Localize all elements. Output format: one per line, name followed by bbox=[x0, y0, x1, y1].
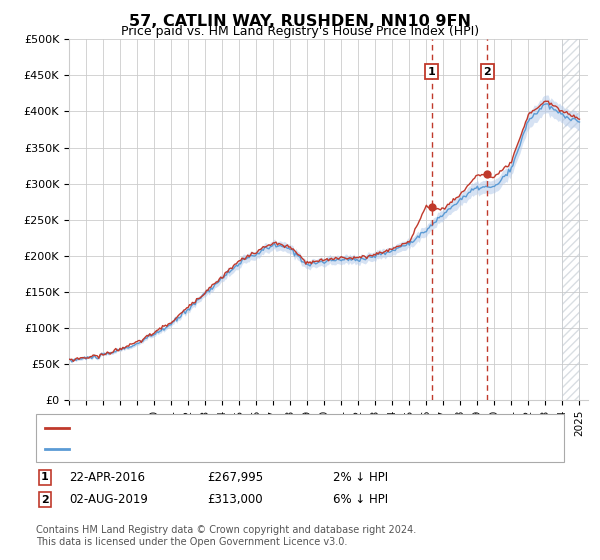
Text: Contains HM Land Registry data © Crown copyright and database right 2024.
This d: Contains HM Land Registry data © Crown c… bbox=[36, 525, 416, 547]
Text: 2% ↓ HPI: 2% ↓ HPI bbox=[333, 470, 388, 484]
Text: 02-AUG-2019: 02-AUG-2019 bbox=[69, 493, 148, 506]
Text: Price paid vs. HM Land Registry's House Price Index (HPI): Price paid vs. HM Land Registry's House … bbox=[121, 25, 479, 38]
Text: £313,000: £313,000 bbox=[207, 493, 263, 506]
Text: 57, CATLIN WAY, RUSHDEN, NN10 9FN: 57, CATLIN WAY, RUSHDEN, NN10 9FN bbox=[129, 14, 471, 29]
Text: 1: 1 bbox=[428, 67, 436, 77]
Text: 22-APR-2016: 22-APR-2016 bbox=[69, 470, 145, 484]
Text: 57, CATLIN WAY, RUSHDEN, NN10 9FN (detached house): 57, CATLIN WAY, RUSHDEN, NN10 9FN (detac… bbox=[75, 423, 390, 433]
Text: £267,995: £267,995 bbox=[207, 470, 263, 484]
Text: 2: 2 bbox=[41, 494, 49, 505]
Text: 2: 2 bbox=[484, 67, 491, 77]
Text: HPI: Average price, detached house, North Northamptonshire: HPI: Average price, detached house, Nort… bbox=[75, 444, 418, 454]
Text: 1: 1 bbox=[41, 472, 49, 482]
Text: 6% ↓ HPI: 6% ↓ HPI bbox=[333, 493, 388, 506]
